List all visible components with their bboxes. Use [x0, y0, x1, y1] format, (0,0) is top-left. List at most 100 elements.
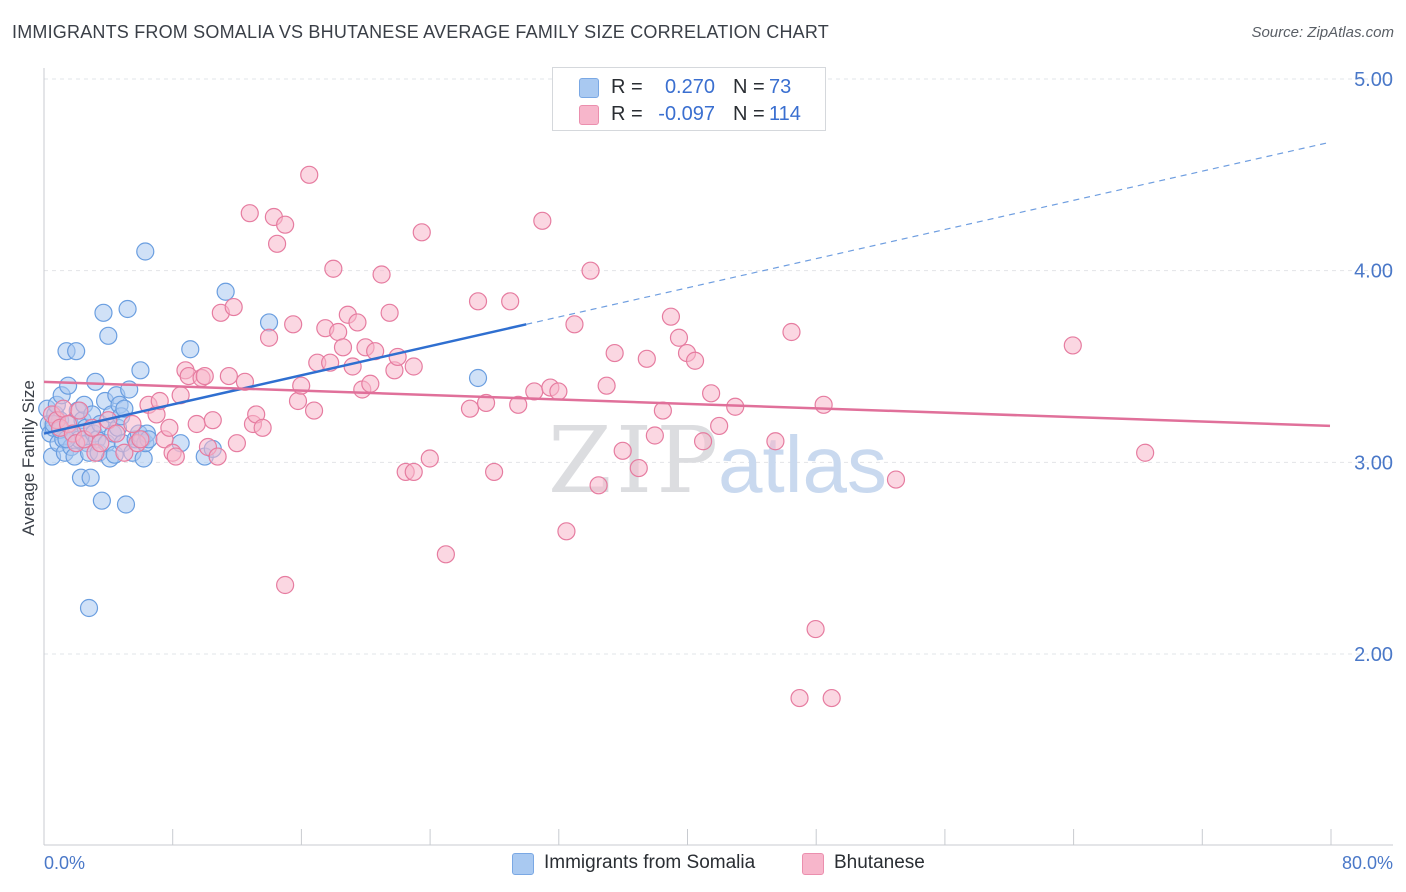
point-bhutanese — [187, 414, 206, 434]
legend-n-label: N = — [733, 76, 765, 98]
point-bhutanese — [91, 434, 110, 453]
point-bhutanese — [276, 215, 295, 234]
legend-r-value: -0.097 — [658, 103, 715, 125]
point-bhutanese — [549, 382, 568, 401]
point-bhutanese — [468, 292, 488, 311]
point-somalia — [116, 495, 136, 514]
point-bhutanese — [288, 391, 308, 411]
x-tick-label: 80.0% — [1342, 853, 1393, 873]
point-somalia — [81, 468, 100, 487]
legend-row-somalia: R = 0.270 N = 73 — [553, 74, 825, 102]
legend-r-label: R = — [611, 76, 643, 98]
stats-legend: R = 0.270 N = 73 R = -0.097 N = 114 — [552, 67, 826, 131]
point-bhutanese — [227, 434, 246, 453]
watermark: ZIP atlas — [548, 407, 887, 514]
point-somalia — [216, 282, 235, 301]
point-bhutanese — [253, 418, 272, 437]
trend-line-somalia-extension — [526, 141, 1331, 325]
point-somalia — [86, 372, 105, 391]
point-bhutanese — [420, 449, 439, 468]
point-bhutanese — [267, 234, 287, 253]
point-bhutanese — [661, 307, 681, 326]
point-bhutanese — [343, 357, 362, 376]
trend-lines — [43, 141, 1331, 435]
point-bhutanese — [693, 432, 713, 451]
point-bhutanese — [107, 424, 126, 443]
point-bhutanese — [476, 393, 496, 413]
point-bhutanese — [485, 462, 504, 482]
point-bhutanese — [203, 411, 222, 430]
point-bhutanese — [557, 522, 576, 541]
legend-n-value: 73 — [769, 76, 792, 98]
point-bhutanese — [324, 259, 343, 278]
point-bhutanese — [629, 458, 648, 478]
legend-n-label: N = — [733, 103, 765, 125]
bottom-legend-swatch-bhutanese — [802, 853, 824, 875]
point-bhutanese — [284, 315, 303, 334]
point-bhutanese — [581, 261, 600, 280]
y-tick-label: 5.00 — [1354, 69, 1393, 91]
point-bhutanese — [404, 357, 423, 376]
point-bhutanese — [710, 416, 729, 436]
point-bhutanese — [259, 328, 279, 347]
point-bhutanese — [637, 349, 656, 368]
point-bhutanese — [460, 399, 480, 418]
point-bhutanese — [589, 476, 608, 495]
point-bhutanese — [276, 575, 295, 595]
point-bhutanese — [131, 430, 150, 449]
point-bhutanese — [219, 366, 238, 386]
point-bhutanese — [123, 414, 142, 434]
point-somalia — [115, 399, 134, 418]
point-somalia — [468, 368, 488, 388]
point-somalia — [134, 449, 153, 468]
point-somalia — [94, 303, 113, 322]
point-bhutanese — [412, 223, 431, 242]
point-bhutanese — [224, 297, 243, 317]
point-bhutanese — [404, 462, 423, 482]
legend-swatch-bhutanese — [579, 105, 599, 125]
point-bhutanese — [509, 395, 528, 414]
legend-r-label: R = — [611, 103, 643, 125]
point-bhutanese — [645, 426, 664, 445]
point-bhutanese — [565, 315, 584, 334]
point-bhutanese — [372, 265, 391, 284]
bottom-legend-label-bhutanese: Bhutanese — [834, 852, 925, 873]
legend-row-bhutanese: R = -0.097 N = 114 — [553, 101, 825, 129]
point-bhutanese — [1136, 443, 1155, 462]
axes: 2.00 3.00 4.00 5.00 0.0% 80.0% — [43, 68, 1393, 873]
point-bhutanese — [240, 204, 259, 223]
point-bhutanese — [669, 328, 689, 347]
watermark-zip: ZIP — [548, 407, 722, 514]
point-bhutanese — [597, 376, 616, 395]
point-somalia — [181, 340, 200, 359]
bottom-legend-label-somalia: Immigrants from Somalia — [544, 852, 756, 873]
point-bhutanese — [822, 688, 841, 708]
point-bhutanese — [195, 366, 214, 386]
point-somalia — [59, 376, 78, 395]
point-bhutanese — [814, 395, 833, 414]
watermark-atlas: atlas — [718, 420, 887, 509]
point-bhutanese — [160, 418, 179, 437]
y-tick-label: 4.00 — [1354, 261, 1393, 283]
chart-title: IMMIGRANTS FROM SOMALIA VS BHUTANESE AVE… — [12, 22, 829, 42]
point-bhutanese — [300, 165, 319, 184]
point-somalia — [92, 491, 111, 510]
legend-swatch-somalia — [579, 78, 599, 98]
point-bhutanese — [436, 545, 455, 564]
series-bhutanese-points — [42, 165, 1155, 708]
point-somalia — [79, 598, 99, 618]
y-tick-label: 2.00 — [1354, 644, 1393, 666]
point-bhutanese — [329, 322, 348, 342]
x-tick-label: 0.0% — [44, 853, 85, 873]
point-bhutanese — [361, 374, 380, 393]
point-bhutanese — [1063, 336, 1082, 355]
source-label: Source: ZipAtlas.com — [1251, 24, 1394, 41]
point-bhutanese — [702, 384, 721, 403]
point-somalia — [99, 326, 118, 345]
point-somalia — [131, 361, 150, 380]
point-bhutanese — [806, 619, 825, 639]
point-bhutanese — [605, 343, 624, 363]
point-bhutanese — [70, 401, 89, 420]
bottom-legend-swatch-somalia — [512, 853, 534, 875]
